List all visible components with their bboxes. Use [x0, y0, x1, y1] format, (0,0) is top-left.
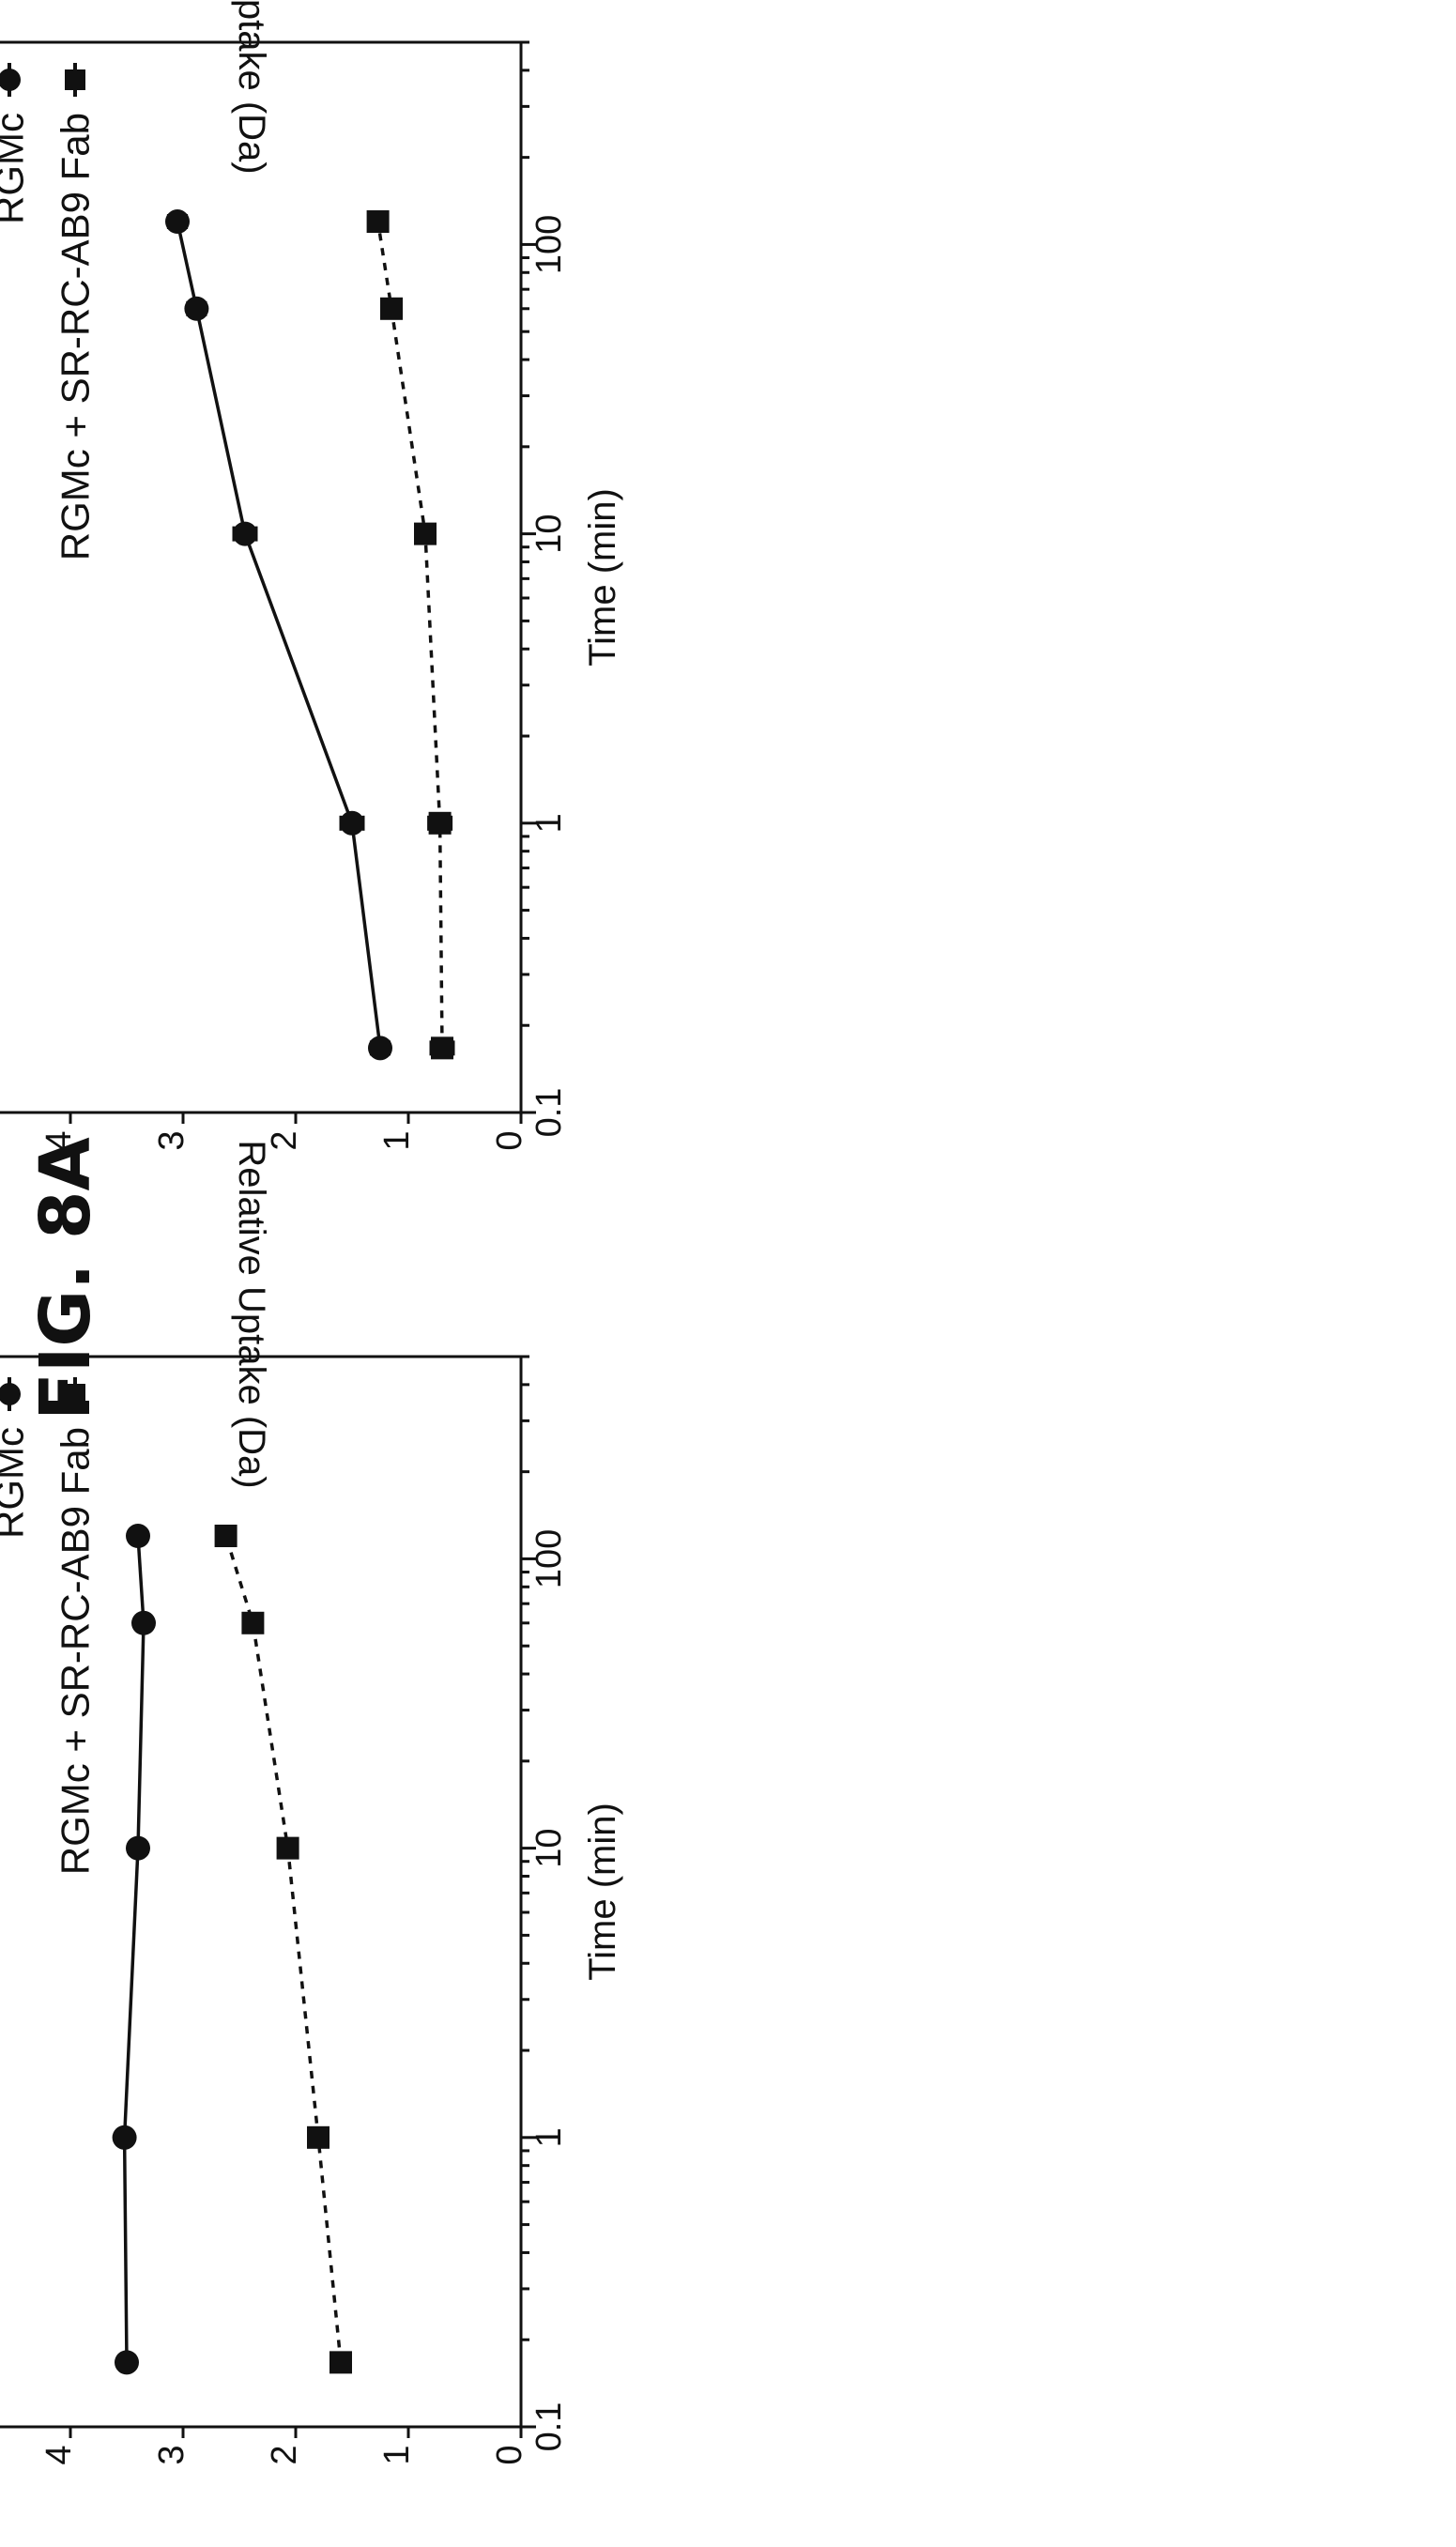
legend: RGMc RGMc + SR-RC-AB9 Fab: [0, 1377, 98, 1875]
x-tick-label: 10: [529, 514, 569, 553]
data-point-circle: [368, 1036, 392, 1061]
data-point-circle: [112, 2125, 137, 2150]
legend-label: RGMc + SR-RC-AB9 Fab: [54, 1427, 98, 1875]
data-point-square: [307, 2125, 330, 2149]
data-point-square: [241, 1611, 265, 1634]
y-axis-label: Relative Uptake (Da): [231, 0, 272, 175]
x-tick-label: 100: [529, 215, 569, 274]
series-rgmc: [112, 1524, 156, 2375]
data-point-circle: [126, 1835, 150, 1861]
x-tick-label: 10: [529, 1828, 569, 1867]
data-point-square: [330, 2351, 352, 2374]
y-tick-label: 3: [152, 2445, 192, 2464]
legend-marker-square: [65, 1384, 85, 1404]
y-tick-label: 0: [490, 1130, 529, 1150]
figure-label: FIG. 8A: [25, 1137, 106, 1419]
data-point-circle: [233, 521, 257, 546]
legend-label: RGMc + SR-RC-AB9 Fab: [54, 113, 98, 560]
legend-label: RGMc: [0, 113, 32, 224]
y-tick-label: 1: [377, 1130, 417, 1150]
y-tick-label: 1: [377, 2445, 417, 2464]
data-point-circle: [165, 209, 190, 235]
y-tick-label: 2: [265, 2445, 304, 2464]
data-point-square: [380, 297, 403, 320]
legend-marker-circle: [0, 69, 21, 91]
x-tick-label: 0.1: [529, 1088, 569, 1138]
series-rgmc-plus-fab: [366, 210, 455, 1060]
data-point-square: [214, 1525, 238, 1548]
x-axis-label: Time (min): [582, 1803, 623, 1981]
legend-marker-circle: [0, 1383, 21, 1405]
y-tick-label: 3: [152, 1130, 192, 1150]
y-tick-label: 4: [39, 2445, 79, 2464]
x-tick-label: 0.1: [529, 2402, 569, 2452]
y-tick-label: 0: [490, 2445, 529, 2464]
y-axis-label: Relative Uptake (Da): [231, 1140, 272, 1488]
data-point-circle: [184, 296, 209, 321]
data-point-circle: [131, 1610, 156, 1635]
data-point-circle: [340, 810, 364, 836]
y-tick-label: 2: [265, 1130, 304, 1150]
data-point-square: [366, 210, 390, 234]
x-tick-label: 1: [529, 2127, 569, 2147]
x-tick-label: 100: [529, 1529, 569, 1588]
legend: RGMc RGMc + SR-RC-AB9 Fab: [0, 63, 98, 560]
y-tick-label: 4: [39, 1130, 79, 1150]
x-tick-label: 1: [529, 813, 569, 833]
legend-marker-square: [65, 69, 85, 90]
data-point-square: [428, 811, 452, 835]
data-point-square: [276, 1836, 299, 1860]
x-axis-label: Time (min): [582, 488, 623, 667]
data-point-circle: [115, 2350, 139, 2375]
data-point-circle: [126, 1524, 150, 1549]
legend-label: RGMc: [0, 1427, 32, 1539]
series-rgmc: [165, 209, 392, 1061]
series-rgmc-plus-fab: [214, 1525, 352, 2374]
data-point-square: [414, 522, 437, 545]
data-point-square: [431, 1036, 453, 1060]
